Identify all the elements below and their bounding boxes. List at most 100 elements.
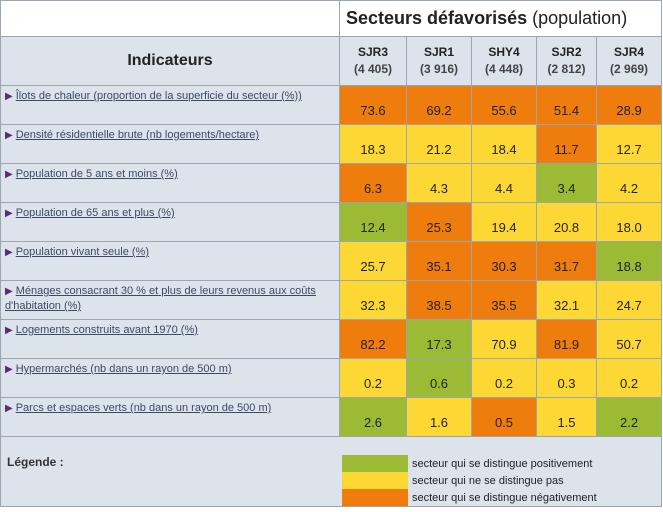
value-cell: 4.2 — [595, 163, 663, 203]
value-cell: 50.7 — [595, 319, 663, 359]
value-cell: 6.3 — [339, 163, 407, 203]
sector-header-shy4: SHY4 (4 448) — [471, 36, 537, 86]
indicator-cell: ▶ Densité résidentielle brute (nb logemen… — [0, 124, 340, 164]
value-cell: 2.2 — [595, 397, 663, 437]
legend: secteur qui se distingue positivement sec… — [342, 455, 597, 506]
value-cell: 73.6 — [339, 85, 407, 125]
value-cell: 0.6 — [406, 358, 472, 398]
sector-header-sjr2: SJR2 (2 812) — [536, 36, 597, 86]
value-cell: 18.0 — [595, 202, 663, 242]
indicator-link[interactable]: Parcs et espaces verts (nb dans un rayon… — [15, 402, 272, 414]
value-cell: 55.6 — [471, 85, 537, 125]
indicator-cell: ▶ Parcs et espaces verts (nb dans un rayo… — [0, 397, 340, 437]
value-cell: 4.3 — [406, 163, 472, 203]
value-cell: 31.7 — [536, 241, 597, 281]
value-cell: 2.6 — [339, 397, 407, 437]
legend-swatch — [342, 489, 408, 506]
corner-blank — [0, 0, 340, 37]
value-cell: 4.4 — [471, 163, 537, 203]
indicators-header: Indicateurs — [0, 36, 340, 86]
value-cell: 69.2 — [406, 85, 472, 125]
indicator-link[interactable]: Îlots de chaleur (proportion de la super… — [15, 90, 302, 102]
triangle-bullet-icon: ▶ — [5, 208, 13, 219]
value-cell: 51.4 — [536, 85, 597, 125]
value-cell: 3.4 — [536, 163, 597, 203]
legend-item: secteur qui se distingue négativement — [342, 489, 597, 506]
value-cell: 0.2 — [471, 358, 537, 398]
value-cell: 32.1 — [536, 280, 597, 320]
value-cell: 35.5 — [471, 280, 537, 320]
legend-swatch — [342, 472, 408, 489]
title-suffix: (population) — [532, 8, 628, 28]
sector-population: (2 969) — [610, 62, 649, 76]
title-main: Secteurs défavorisés — [346, 8, 528, 28]
value-cell: 82.2 — [339, 319, 407, 359]
table-row: ▶ Hypermarchés (nb dans un rayon de 500 m… — [0, 358, 663, 398]
legend-swatch — [342, 455, 408, 472]
sector-code: SHY4 — [488, 45, 520, 59]
triangle-bullet-icon: ▶ — [5, 91, 13, 102]
value-cell: 0.5 — [471, 397, 537, 437]
value-cell: 21.2 — [406, 124, 472, 164]
table-title: Secteurs défavorisés (population) — [338, 0, 663, 37]
sector-header-sjr3: SJR3 (4 405) — [339, 36, 407, 86]
triangle-bullet-icon: ▶ — [5, 403, 13, 414]
value-cell: 12.4 — [339, 202, 407, 242]
value-cell: 18.3 — [339, 124, 407, 164]
table-row: ▶ Logements construits avant 1970 (%) 82.2… — [0, 319, 663, 359]
value-cell: 0.3 — [536, 358, 597, 398]
value-cell: 1.6 — [406, 397, 472, 437]
legend-text: secteur qui se distingue négativement — [412, 491, 597, 504]
table-row: ▶ Ménages consacrant 30 % et plus de leur… — [0, 280, 663, 320]
legend-item: secteur qui ne se distingue pas — [342, 472, 597, 489]
sector-code: SJR2 — [551, 45, 582, 59]
legend-text: secteur qui se distingue positivement — [412, 457, 593, 470]
indicator-cell: ▶ Îlots de chaleur (proportion de la supe… — [0, 85, 340, 125]
value-cell: 12.7 — [595, 124, 663, 164]
indicator-link[interactable]: Densité résidentielle brute (nb logement… — [15, 129, 260, 141]
sector-code: SJR4 — [614, 45, 645, 59]
sector-population: (4 448) — [484, 62, 524, 76]
sector-population: (3 916) — [419, 62, 459, 76]
sector-code: SJR1 — [423, 45, 455, 59]
value-cell: 18.8 — [595, 241, 663, 281]
indicator-link[interactable]: Population vivant seule (%) — [15, 246, 149, 258]
indicator-cell: ▶ Population de 65 ans et plus (%) — [0, 202, 340, 242]
value-cell: 19.4 — [471, 202, 537, 242]
indicator-link[interactable]: Logements construits avant 1970 (%) — [15, 324, 198, 336]
indicator-link[interactable]: Ménages consacrant 30 % et plus de leurs… — [5, 285, 316, 312]
value-cell: 1.5 — [536, 397, 597, 437]
legend-title: Légende : — [0, 436, 663, 507]
value-cell: 20.8 — [536, 202, 597, 242]
indicator-cell: ▶ Logements construits avant 1970 (%) — [0, 319, 340, 359]
indicator-link[interactable]: Population de 65 ans et plus (%) — [15, 207, 175, 219]
table-row: ▶ Îlots de chaleur (proportion de la supe… — [0, 85, 663, 125]
value-cell: 0.2 — [339, 358, 407, 398]
value-cell: 24.7 — [595, 280, 663, 320]
legend-item: secteur qui se distingue positivement — [342, 455, 597, 472]
indicator-cell: ▶ Ménages consacrant 30 % et plus de leur… — [0, 280, 340, 320]
sector-population: (4 405) — [353, 62, 393, 76]
indicator-link[interactable]: Hypermarchés (nb dans un rayon de 500 m) — [15, 363, 232, 375]
indicator-cell: ▶ Population vivant seule (%) — [0, 241, 340, 281]
triangle-bullet-icon: ▶ — [5, 325, 13, 336]
value-cell: 17.3 — [406, 319, 472, 359]
value-cell: 25.7 — [339, 241, 407, 281]
value-cell: 18.4 — [471, 124, 537, 164]
triangle-bullet-icon: ▶ — [5, 247, 13, 258]
table-row: ▶ Population de 65 ans et plus (%) 12.4 25.… — [0, 202, 663, 242]
table-row: ▶ Parcs et espaces verts (nb dans un rayo… — [0, 397, 663, 437]
value-cell: 70.9 — [471, 319, 537, 359]
triangle-bullet-icon: ▶ — [5, 169, 13, 180]
table-row: ▶ Population vivant seule (%) 25.7 35.1 30.3… — [0, 241, 663, 281]
triangle-bullet-icon: ▶ — [5, 364, 13, 375]
value-cell: 0.2 — [595, 358, 663, 398]
sector-header-sjr4: SJR4 (2 969) — [595, 36, 663, 86]
sector-code: SJR3 — [357, 45, 389, 59]
triangle-bullet-icon: ▶ — [5, 130, 13, 141]
value-cell: 28.9 — [595, 85, 663, 125]
indicator-cell: ▶ Hypermarchés (nb dans un rayon de 500 m… — [0, 358, 340, 398]
table-row: ▶ Densité résidentielle brute (nb logemen… — [0, 124, 663, 164]
indicator-link[interactable]: Population de 5 ans et moins (%) — [15, 168, 178, 180]
